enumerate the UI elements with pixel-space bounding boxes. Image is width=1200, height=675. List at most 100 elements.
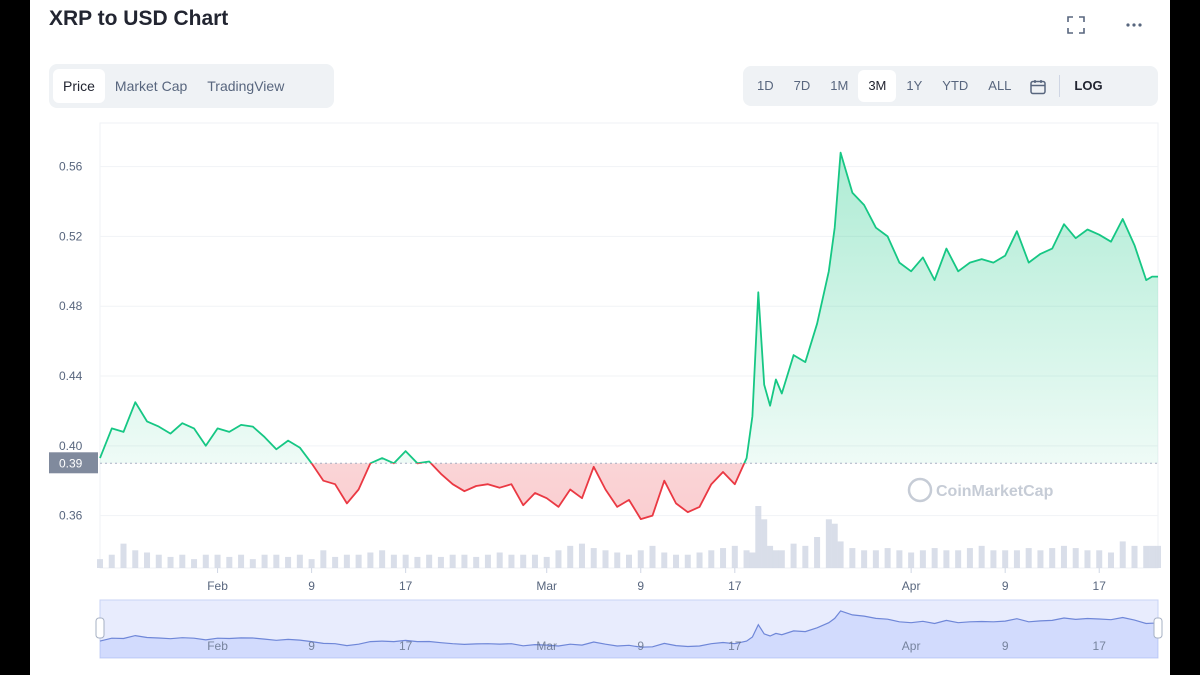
tab-market-cap[interactable]: Market Cap [114, 78, 188, 94]
range-all[interactable]: ALL [988, 78, 1012, 93]
time-range-selector: 1D 7D 1M 3M 1Y YTD ALL LOG [743, 66, 1158, 106]
volume-bar [273, 554, 280, 568]
price-line-up [99, 151, 1158, 464]
grid-lines [99, 122, 1159, 569]
volume-bar [696, 552, 703, 568]
navigator-line [99, 610, 1158, 648]
volume-bar [191, 559, 198, 568]
range-1d[interactable]: 1D [757, 78, 774, 93]
volume-bar [1025, 548, 1032, 568]
volume-bar [1143, 545, 1150, 568]
volume-bar [543, 556, 550, 568]
volume-bar [1037, 550, 1044, 568]
volume-bars [97, 506, 1161, 568]
navigator-tick-label: 9 [1002, 639, 1009, 653]
volume-bar [884, 548, 891, 568]
range-divider [1059, 75, 1061, 97]
volume-bar [919, 550, 926, 568]
volume-bar [649, 545, 656, 568]
volume-bar [684, 554, 691, 568]
volume-bar [567, 545, 574, 568]
navigator-tick-label: 17 [1093, 639, 1107, 653]
range-1y[interactable]: 1Y [906, 78, 923, 93]
more-icon[interactable] [1121, 14, 1147, 40]
fullscreen-icon[interactable] [1063, 14, 1089, 40]
volume-bar [155, 554, 162, 568]
volume-bar [673, 554, 680, 568]
calendar-icon[interactable] [1021, 70, 1055, 102]
navigator-handle-left[interactable] [95, 617, 105, 639]
area-fill-up [100, 152, 1158, 464]
navigator-handle-right[interactable] [1153, 617, 1163, 639]
range-3m[interactable]: 3M [858, 70, 897, 102]
volume-bar [896, 550, 903, 568]
chart-title: XRP to USD Chart [49, 7, 229, 30]
volume-bar [343, 554, 350, 568]
volume-bar [1096, 550, 1103, 568]
volume-bar [1002, 550, 1009, 568]
volume-bar [825, 519, 832, 568]
volume-bar [437, 556, 444, 568]
watermark-logo-icon [907, 477, 933, 503]
range-1m[interactable]: 1M [830, 78, 849, 93]
tab-tradingview[interactable]: TradingView [207, 78, 285, 94]
y-tick-label: 0.48 [59, 299, 83, 313]
volume-bar [778, 550, 785, 568]
x-tick-label: Apr [902, 579, 921, 593]
volume-bar [461, 554, 468, 568]
range-7d[interactable]: 7D [793, 78, 811, 93]
volume-bar [473, 556, 480, 568]
x-tick-label: Mar [536, 579, 557, 593]
navigator-tick-label: Feb [207, 639, 228, 653]
volume-bar [520, 554, 527, 568]
volume-bar [508, 554, 515, 568]
volume-bar [1107, 552, 1114, 568]
volume-bar [955, 550, 962, 568]
volume-bar [167, 556, 174, 568]
volume-bar [332, 556, 339, 568]
navigator-area [100, 610, 1158, 658]
volume-bar [202, 554, 209, 568]
x-tick-label: 17 [728, 579, 742, 593]
navigator-tick-label: 17 [399, 639, 413, 653]
volume-bar [355, 554, 362, 568]
volume-bar [661, 552, 668, 568]
volume-bar [308, 559, 315, 568]
volume-bar [379, 550, 386, 568]
volume-bar [249, 559, 256, 568]
volume-bar [1149, 545, 1156, 568]
log-scale-toggle[interactable]: LOG [1074, 78, 1103, 93]
volume-bar [296, 554, 303, 568]
volume-bar [1013, 550, 1020, 568]
volume-bar [990, 550, 997, 568]
chart-type-tabs: Price Market Cap TradingView [49, 64, 334, 108]
volume-bar [402, 554, 409, 568]
range-ytd[interactable]: YTD [942, 78, 969, 93]
volume-bar [749, 552, 756, 568]
volume-bar [179, 554, 186, 568]
volume-bar [872, 550, 879, 568]
volume-bar [120, 543, 127, 568]
volume-bar [531, 554, 538, 568]
price-chart[interactable]: 0.56 0.52 0.48 0.44 0.40 0.36 0.39 Feb 9 17 Mar 9… [30, 0, 1170, 675]
tab-price[interactable]: Price [53, 69, 105, 103]
volume-bar [602, 550, 609, 568]
volume-bar [97, 559, 103, 568]
y-axis: 0.56 0.52 0.48 0.44 0.40 0.36 [59, 160, 83, 523]
price-area [100, 152, 1158, 520]
volume-bar [320, 550, 327, 568]
baseline-label: 0.39 [59, 456, 83, 470]
price-line [99, 151, 1158, 520]
volume-bar [931, 548, 938, 568]
volume-bar [226, 556, 233, 568]
volume-bar [1060, 545, 1067, 568]
volume-bar [614, 552, 621, 568]
navigator-tick-label: Mar [536, 639, 557, 653]
volume-bar [720, 548, 727, 568]
watermark: CoinMarketCap [907, 477, 1054, 503]
volume-bar [637, 550, 644, 568]
range-navigator[interactable]: Feb 9 17 Mar 9 17 Apr 9 17 [95, 599, 1163, 659]
volume-bar [238, 554, 245, 568]
volume-bar [261, 554, 268, 568]
volume-bar [814, 537, 821, 568]
